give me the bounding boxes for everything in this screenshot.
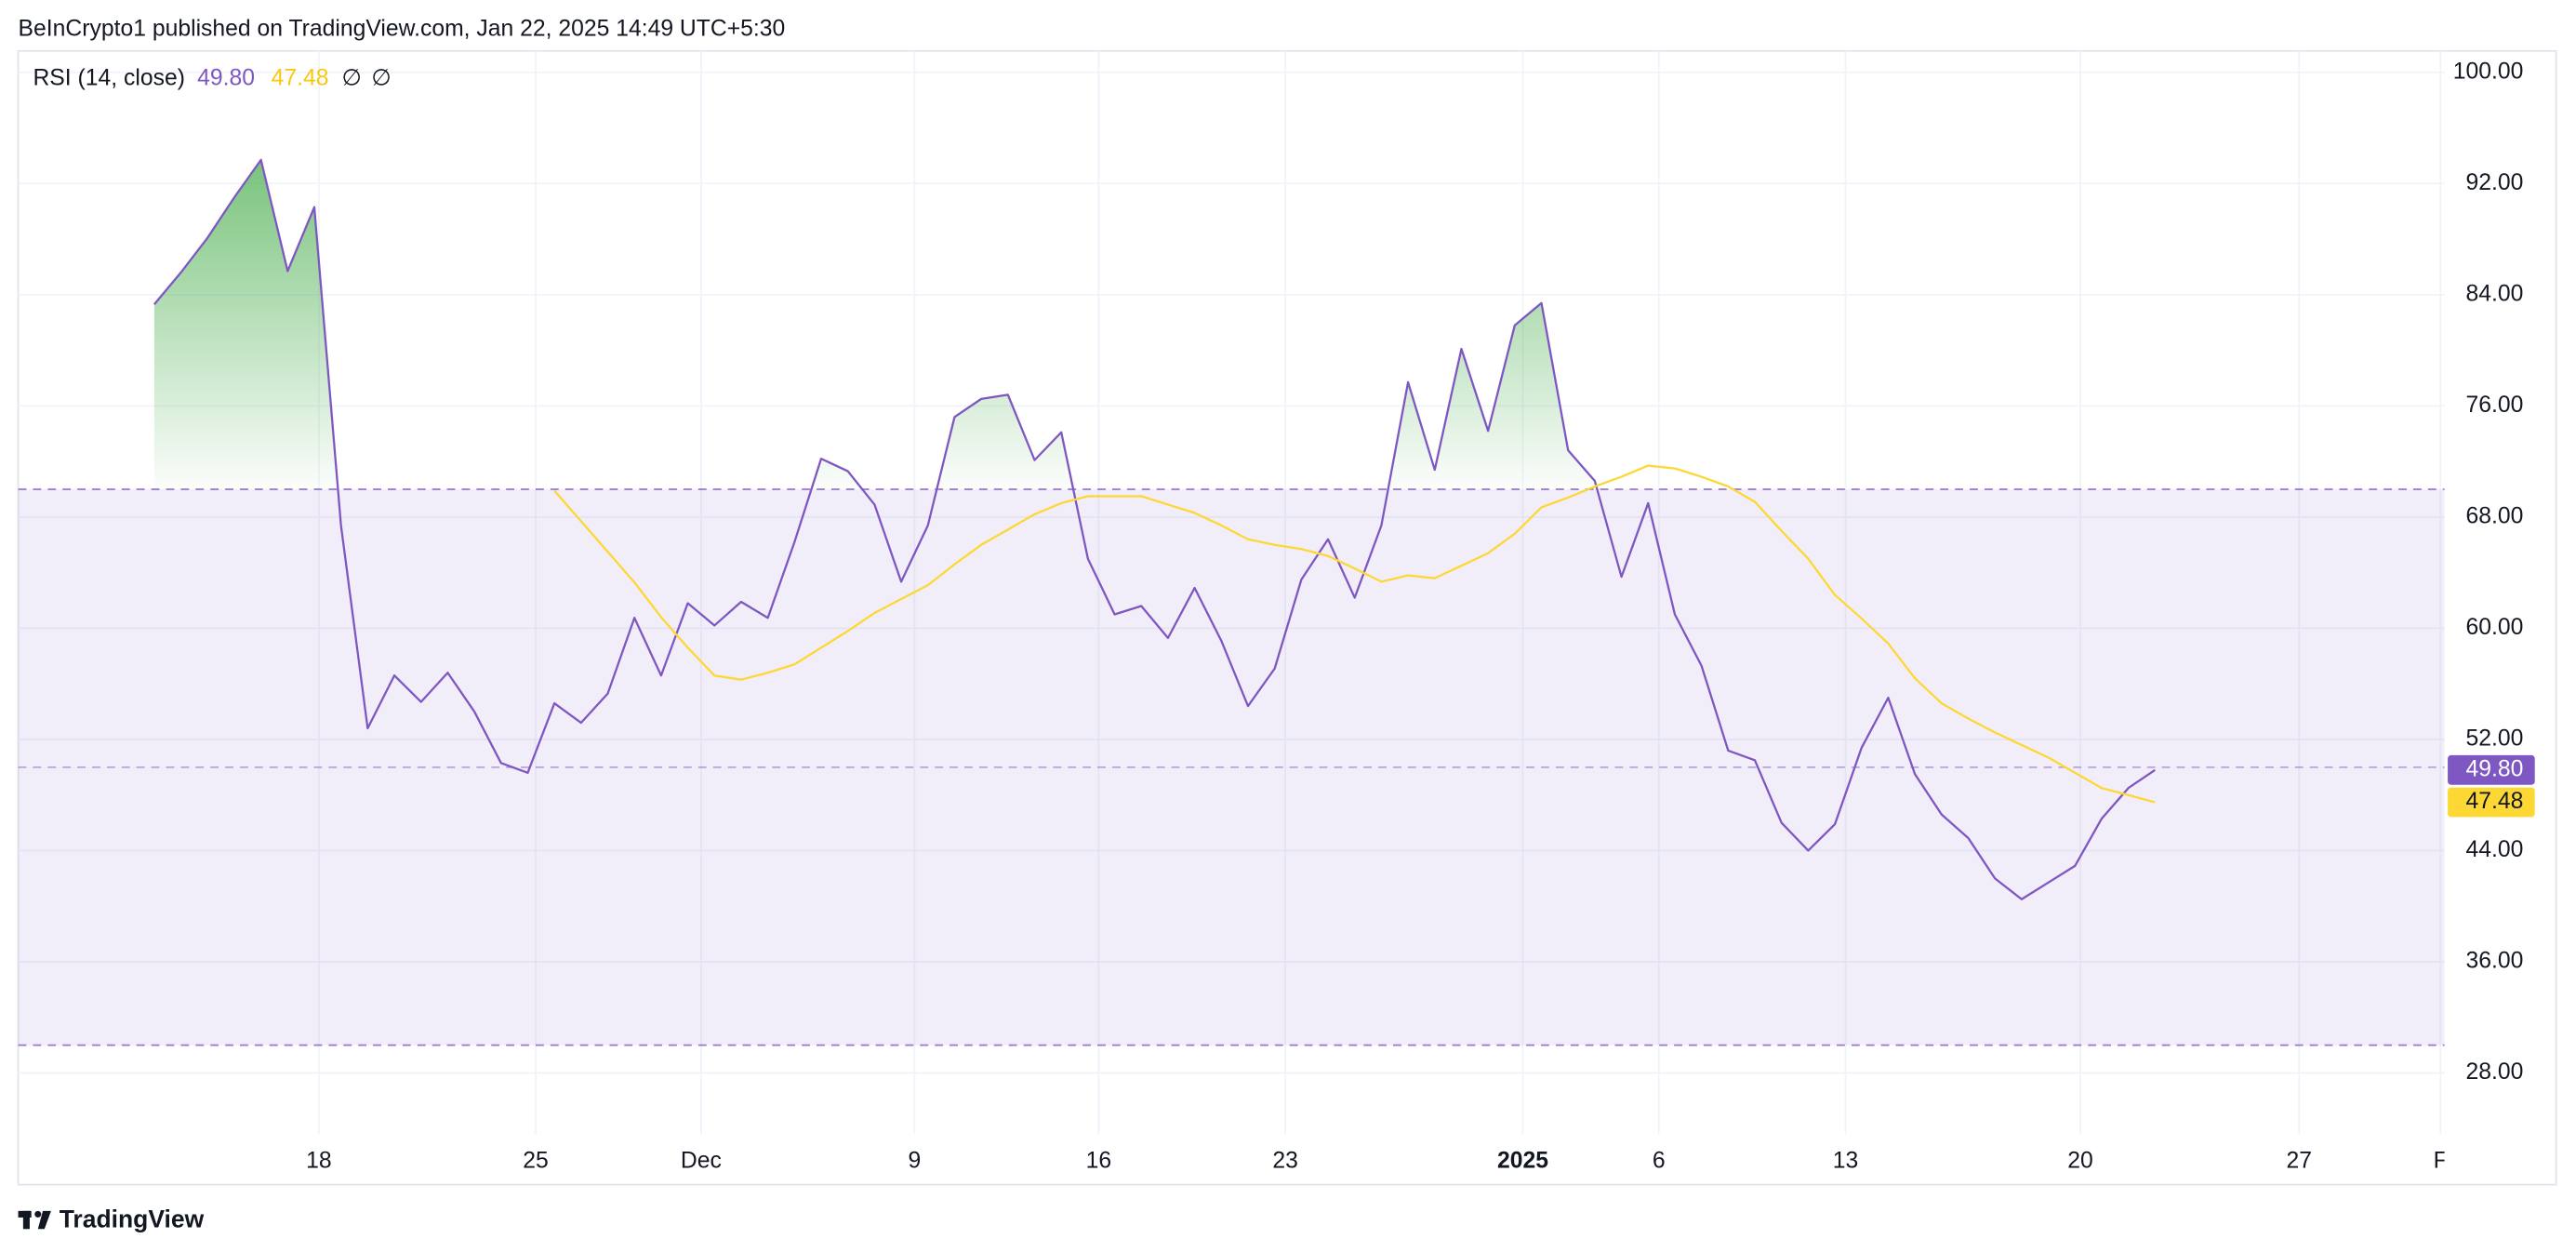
x-tick-label: F [2434,1148,2448,1173]
y-tick-label: 36.00 [2465,949,2523,974]
legend-icon: ∅ [371,65,392,90]
y-tick-label: 28.00 [2465,1059,2523,1085]
y-tick-label: 60.00 [2465,615,2523,640]
y-tick-label: 44.00 [2465,837,2523,862]
x-tick-label: 27 [2286,1148,2312,1173]
x-tick-label: 20 [2067,1148,2093,1173]
x-tick-label: 16 [1086,1148,1112,1173]
series-line [553,464,2156,804]
publish-header: BeInCrypto1 published on TradingView.com… [19,16,786,41]
x-tick-label: 2025 [1497,1148,1548,1173]
y-tick-label: 76.00 [2465,393,2523,418]
last-value-badge [2448,754,2535,785]
legend-icon: ∅ [342,65,363,90]
legend-value: 47.48 [272,65,329,90]
x-tick-label: 18 [306,1148,332,1173]
last-value-label: 49.80 [2465,756,2523,781]
x-tick-label: 9 [909,1148,922,1173]
footer-brand: TradingView [60,1205,205,1232]
y-tick-label: 100.00 [2453,59,2524,84]
x-tick-label: 23 [1272,1148,1298,1173]
last-value-badge [2448,787,2535,818]
y-tick-label: 84.00 [2465,281,2523,306]
y-tick-label: 52.00 [2465,726,2523,751]
x-tick-label: 13 [1833,1148,1859,1173]
series-line [153,158,2156,900]
legend-value: 49.80 [197,65,255,90]
chart-frame [17,49,2557,1186]
x-tick-label: 25 [523,1148,549,1173]
y-tick-label: 68.00 [2465,503,2523,528]
last-value-label: 47.48 [2465,789,2523,814]
x-tick-label: 6 [1653,1148,1666,1173]
legend-title: RSI (14, close) [33,65,184,90]
x-tick-label: Dec [681,1148,722,1173]
tv-logo [18,1210,51,1230]
y-tick-label: 92.00 [2465,170,2523,195]
